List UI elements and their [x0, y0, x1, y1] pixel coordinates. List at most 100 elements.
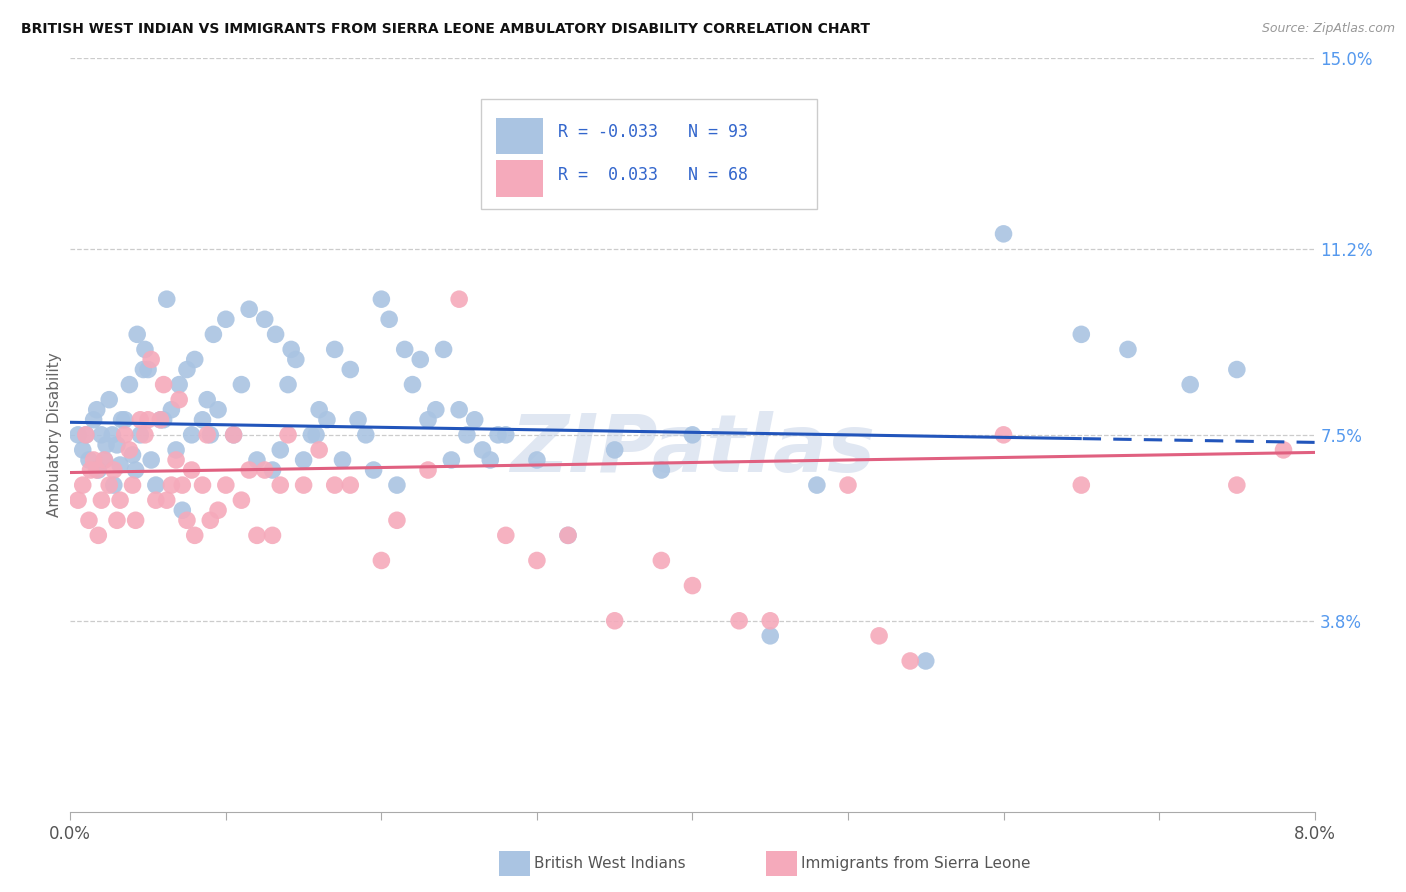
Point [83, 453, 105, 467]
Point [385, 478, 408, 492]
Point [124, 463, 146, 477]
Point [253, 463, 276, 477]
Point [156, 493, 179, 508]
Point [385, 513, 408, 527]
Point [837, 478, 859, 492]
Point [207, 503, 229, 517]
Point [215, 312, 238, 326]
Point [898, 654, 921, 668]
Point [526, 553, 548, 567]
Point [77, 453, 100, 467]
Point [449, 402, 471, 417]
Point [1116, 343, 1139, 357]
Point [1226, 478, 1249, 492]
Point [222, 427, 245, 442]
Point [195, 427, 218, 442]
Point [93, 453, 115, 467]
Point [121, 448, 143, 462]
Point [401, 377, 423, 392]
Point [160, 478, 183, 492]
Point [264, 327, 287, 342]
Point [246, 528, 269, 542]
Point [108, 458, 131, 472]
Point [416, 413, 439, 427]
Point [231, 493, 253, 508]
Point [127, 327, 149, 342]
Point [650, 463, 672, 477]
Point [172, 478, 194, 492]
Point [183, 352, 207, 367]
Point [354, 427, 377, 442]
Point [114, 413, 136, 427]
Text: R = -0.033   N = 93: R = -0.033 N = 93 [558, 123, 748, 141]
Point [152, 377, 174, 392]
Point [145, 493, 167, 508]
Point [370, 553, 392, 567]
Point [180, 463, 202, 477]
Point [332, 453, 354, 467]
Text: R =  0.033   N = 68: R = 0.033 N = 68 [558, 166, 748, 184]
Point [72, 442, 94, 457]
Point [67, 427, 90, 442]
Y-axis label: Ambulatory Disability: Ambulatory Disability [46, 352, 62, 517]
Point [238, 302, 260, 317]
Point [111, 413, 134, 427]
Point [363, 463, 385, 477]
Point [121, 478, 143, 492]
Point [603, 442, 626, 457]
Point [1226, 362, 1249, 376]
Text: BRITISH WEST INDIAN VS IMMIGRANTS FROM SIERRA LEONE AMBULATORY DISABILITY CORREL: BRITISH WEST INDIAN VS IMMIGRANTS FROM S… [21, 22, 870, 37]
Point [277, 377, 299, 392]
Point [75, 427, 97, 442]
Point [165, 453, 187, 467]
Point [149, 413, 172, 427]
Point [77, 513, 100, 527]
Point [305, 427, 328, 442]
Point [292, 453, 315, 467]
Point [134, 427, 156, 442]
Point [167, 392, 190, 407]
Point [246, 453, 269, 467]
Point [449, 292, 471, 306]
Point [269, 442, 291, 457]
Point [464, 413, 486, 427]
Point [207, 402, 229, 417]
Text: Immigrants from Sierra Leone: Immigrants from Sierra Leone [801, 856, 1031, 871]
Text: Source: ZipAtlas.com: Source: ZipAtlas.com [1261, 22, 1395, 36]
Point [105, 438, 128, 452]
Point [339, 362, 361, 376]
Point [456, 427, 478, 442]
Point [215, 478, 238, 492]
Point [993, 427, 1015, 442]
Point [253, 312, 276, 326]
Point [200, 427, 222, 442]
Point [682, 427, 704, 442]
Point [1070, 478, 1092, 492]
Point [269, 478, 291, 492]
Text: ZIPatlas: ZIPatlas [510, 411, 875, 489]
Point [114, 427, 136, 442]
Point [277, 427, 299, 442]
Point [526, 453, 548, 467]
Point [280, 343, 302, 357]
Point [292, 478, 315, 492]
Point [129, 427, 152, 442]
Point [603, 614, 626, 628]
Point [495, 528, 517, 542]
Point [339, 478, 361, 492]
Point [124, 513, 146, 527]
Point [86, 463, 108, 477]
Point [440, 453, 463, 467]
Point [308, 442, 330, 457]
Point [136, 413, 159, 427]
Point [471, 442, 494, 457]
Bar [496, 161, 543, 196]
Point [557, 528, 579, 542]
Point [180, 427, 202, 442]
Point [262, 463, 284, 477]
Point [176, 513, 198, 527]
Point [284, 352, 307, 367]
Point [156, 292, 179, 306]
Bar [496, 118, 543, 153]
Point [165, 442, 187, 457]
